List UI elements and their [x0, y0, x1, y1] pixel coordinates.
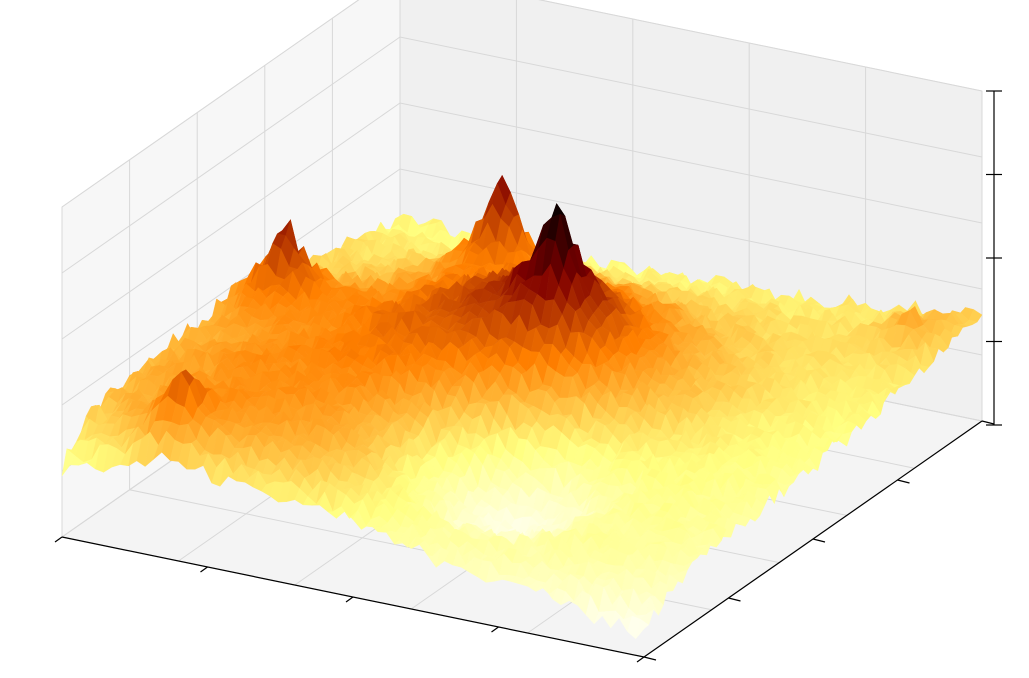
x-tick: [200, 566, 208, 573]
x-tick: [636, 656, 645, 663]
surface-mesh: [61, 174, 983, 640]
y-tick: [643, 656, 657, 661]
y-tick: [897, 479, 910, 484]
grid-line-z: [61, 0, 983, 208]
x-tick: [54, 536, 63, 543]
y-tick: [812, 538, 826, 543]
x-tick: [345, 596, 354, 603]
x-tick: [491, 626, 499, 633]
y-tick: [981, 420, 995, 425]
y-tick: [728, 597, 741, 602]
